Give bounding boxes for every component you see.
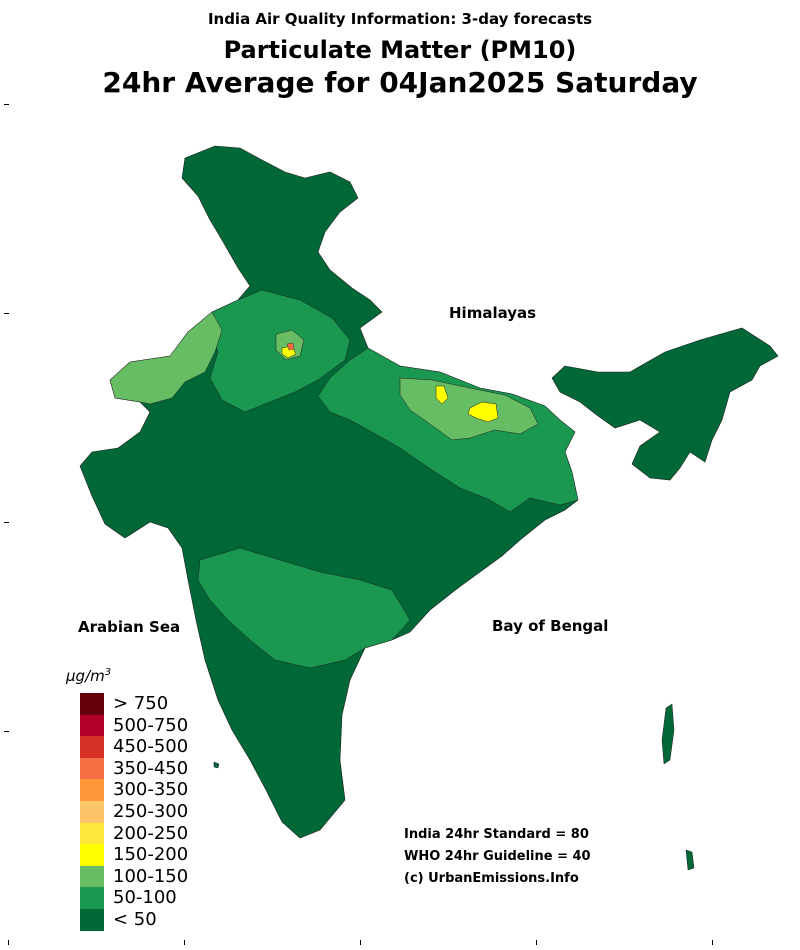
legend-item: 100-150 — [80, 865, 220, 888]
legend-swatch — [80, 822, 104, 845]
y-tick — [4, 104, 9, 105]
legend-label: 50-100 — [113, 887, 177, 909]
x-tick — [360, 940, 361, 945]
india-standard-text: India 24hr Standard = 80 — [404, 827, 589, 842]
legend-unit-base: μg/m — [66, 667, 105, 685]
legend-item: 450-500 — [80, 736, 220, 758]
standards-note: India 24hr Standard = 80 WHO 24hr Guidel… — [404, 824, 591, 890]
legend-swatch — [80, 779, 104, 801]
y-tick — [4, 313, 9, 314]
himalayas-label: Himalayas — [449, 304, 537, 322]
legend-label: > 750 — [113, 693, 169, 714]
legend-item: 500-750 — [80, 714, 220, 737]
zone-50-100-south — [197, 547, 411, 669]
hotspot-350-450-delhi — [286, 342, 295, 351]
legend-label: < 50 — [113, 908, 157, 930]
hotspot-150-200-a — [435, 385, 449, 405]
legend-item: 200-250 — [80, 822, 220, 845]
bay-of-bengal-label: Bay of Bengal — [492, 617, 609, 635]
andaman-islands — [661, 703, 675, 765]
who-guideline-text: WHO 24hr Guideline = 40 — [404, 849, 591, 864]
legend-label: 350-450 — [113, 757, 189, 779]
legend-item: 350-450 — [80, 757, 220, 780]
legend-swatch — [80, 844, 104, 866]
hotspot-150-200-b — [467, 401, 499, 423]
legend-item: > 750 — [80, 693, 220, 715]
legend-item: 150-200 — [80, 844, 220, 866]
northeast-region — [551, 327, 779, 481]
legend-swatch — [80, 757, 104, 780]
legend-label: 200-250 — [113, 822, 189, 844]
legend-swatch — [80, 908, 104, 931]
credit-text: (c) UrbanEmissions.Info — [404, 871, 579, 886]
x-tick — [184, 940, 185, 945]
period-title: 24hr Average for 04Jan2025 Saturday — [102, 66, 698, 99]
legend-unit: μg/m3 — [66, 667, 111, 685]
zone-100-150-gangetic — [399, 377, 539, 441]
legend-item: 50-100 — [80, 887, 220, 909]
legend-swatch — [80, 693, 104, 715]
lakshadweep-island — [213, 761, 220, 769]
legend-item: < 50 — [80, 908, 220, 931]
legend-swatch — [80, 800, 104, 823]
legend-swatch — [80, 887, 104, 909]
legend-swatch — [80, 865, 104, 888]
legend-label: 100-150 — [113, 865, 189, 887]
legend-label: 250-300 — [113, 800, 189, 822]
y-tick — [4, 731, 9, 732]
legend-unit-exponent: 3 — [104, 667, 112, 678]
zone-100-150-west — [109, 311, 223, 405]
pollutant-title: Particulate Matter (PM10) — [223, 36, 577, 64]
legend-label: 450-500 — [113, 736, 189, 758]
legend-item: 300-350 — [80, 779, 220, 801]
legend-item: 250-300 — [80, 800, 220, 823]
nicobar-islands — [685, 849, 695, 871]
legend: > 750 500-750 450-500 350-450 300-350 25… — [80, 693, 220, 931]
arabian-sea-label: Arabian Sea — [78, 618, 181, 636]
forecast-title: India Air Quality Information: 3-day for… — [207, 10, 593, 28]
x-tick — [712, 940, 713, 945]
legend-swatch — [80, 714, 104, 737]
x-tick — [8, 940, 9, 945]
legend-label: 150-200 — [113, 844, 189, 866]
legend-label: 500-750 — [113, 714, 189, 736]
x-tick — [536, 940, 537, 945]
legend-swatch — [80, 736, 104, 758]
y-tick — [4, 522, 9, 523]
legend-label: 300-350 — [113, 779, 189, 801]
